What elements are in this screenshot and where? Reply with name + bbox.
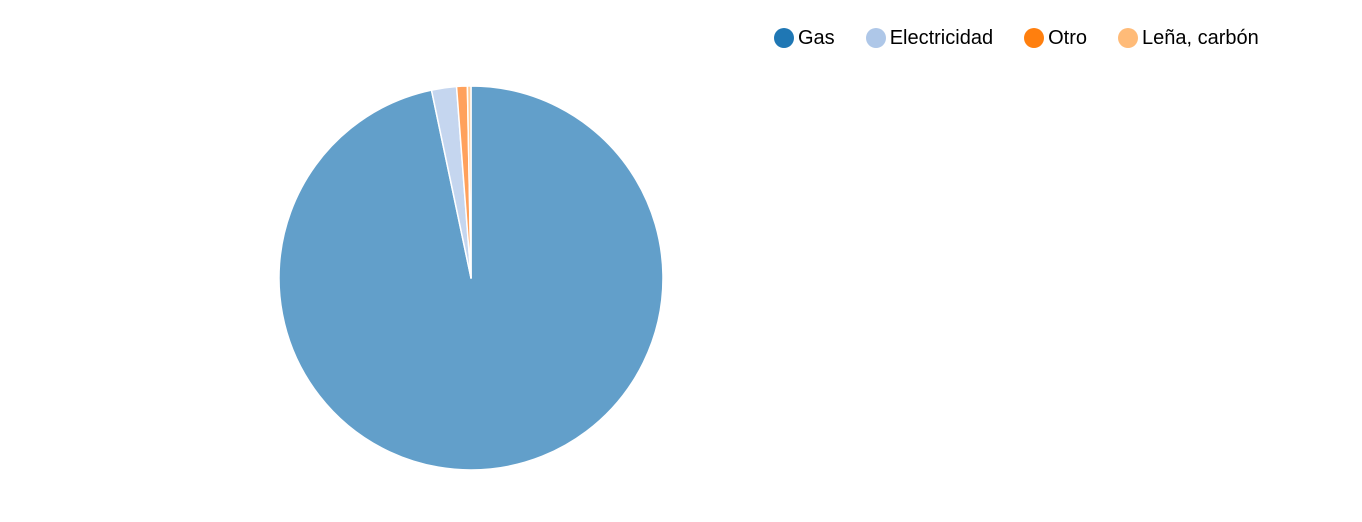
legend-swatch-electricidad xyxy=(865,28,886,48)
legend-item-electricidad[interactable]: Electricidad xyxy=(865,26,994,50)
legend-label-lena-carbon: Leña, carbón xyxy=(1141,27,1259,49)
legend-swatch-gas xyxy=(774,28,794,48)
legend-swatch-lena-carbon xyxy=(1117,28,1138,48)
pie-slices xyxy=(278,85,664,471)
legend-swatch-otro xyxy=(1024,28,1045,48)
legend-item-otro[interactable]: Otro xyxy=(1024,26,1087,50)
legend-label-electricidad: Electricidad xyxy=(889,27,994,49)
pie-slice-leña-carbón[interactable] xyxy=(466,85,472,279)
legend-label-gas: Gas xyxy=(798,27,835,49)
legend-item-gas[interactable]: Gas xyxy=(774,26,835,50)
legend: Gas Electricidad Otro Leña, carbón xyxy=(774,26,1259,50)
legend-item-lena-carbon[interactable]: Leña, carbón xyxy=(1117,26,1259,50)
legend-label-otro: Otro xyxy=(1048,27,1087,49)
